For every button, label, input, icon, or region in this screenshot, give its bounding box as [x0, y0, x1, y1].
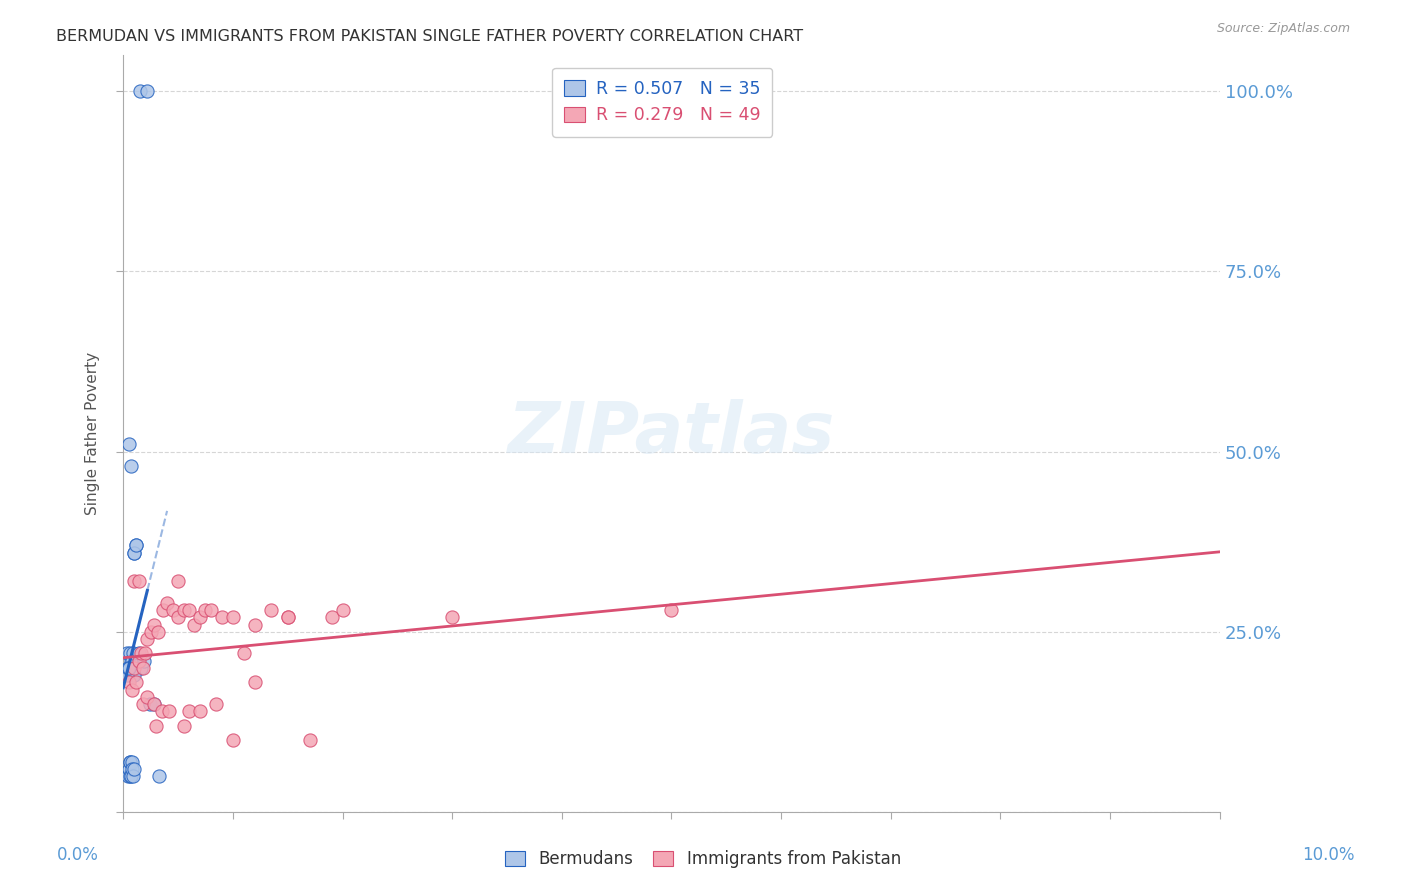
Text: Source: ZipAtlas.com: Source: ZipAtlas.com	[1216, 22, 1350, 36]
Point	[115, 647, 138, 661]
Point	[118, 755, 141, 769]
Point	[118, 675, 141, 690]
Point	[260, 603, 283, 617]
Point	[115, 668, 138, 682]
Point	[134, 647, 156, 661]
Text: BERMUDAN VS IMMIGRANTS FROM PAKISTAN SINGLE FATHER POVERTY CORRELATION CHART: BERMUDAN VS IMMIGRANTS FROM PAKISTAN SIN…	[56, 29, 803, 45]
Point	[136, 84, 159, 98]
Point	[122, 545, 145, 559]
Point	[661, 603, 683, 617]
Point	[194, 603, 217, 617]
Point	[277, 610, 299, 624]
Point	[118, 755, 141, 769]
Point	[129, 647, 152, 661]
Point	[243, 675, 266, 690]
Point	[277, 610, 299, 624]
Point	[128, 84, 150, 98]
Point	[128, 654, 150, 668]
Point	[122, 574, 145, 589]
Point	[145, 718, 167, 732]
Point	[128, 574, 150, 589]
Point	[122, 545, 145, 559]
Point	[142, 697, 165, 711]
Point	[136, 632, 159, 646]
Point	[142, 697, 165, 711]
Point	[125, 675, 148, 690]
Point	[188, 704, 211, 718]
Point	[121, 762, 143, 776]
Point	[118, 437, 141, 451]
Point	[200, 603, 222, 617]
Point	[188, 610, 211, 624]
Point	[122, 762, 145, 776]
Point	[332, 603, 354, 617]
Point	[120, 769, 142, 783]
Point	[132, 697, 155, 711]
Text: 10.0%: 10.0%	[1302, 846, 1355, 863]
Point	[138, 697, 160, 711]
Point	[118, 647, 141, 661]
Point	[136, 690, 159, 704]
Point	[152, 603, 174, 617]
Point	[142, 617, 165, 632]
Point	[167, 610, 190, 624]
Point	[173, 718, 195, 732]
Point	[121, 682, 143, 697]
Point	[117, 661, 139, 675]
Legend: R = 0.507   N = 35, R = 0.279   N = 49: R = 0.507 N = 35, R = 0.279 N = 49	[553, 68, 772, 136]
Point	[125, 538, 148, 552]
Point	[120, 654, 142, 668]
Point	[122, 668, 145, 682]
Point	[148, 624, 170, 639]
Point	[321, 610, 343, 624]
Point	[125, 538, 148, 552]
Point	[156, 596, 179, 610]
Point	[205, 697, 228, 711]
Point	[243, 617, 266, 632]
Point	[129, 661, 152, 675]
Point	[298, 733, 321, 747]
Point	[211, 610, 233, 624]
Point	[121, 755, 143, 769]
Point	[122, 668, 145, 682]
Point	[162, 603, 184, 617]
Point	[117, 661, 139, 675]
Point	[222, 610, 245, 624]
Text: ZIPatlas: ZIPatlas	[508, 399, 835, 468]
Point	[441, 610, 464, 624]
Point	[232, 647, 254, 661]
Point	[157, 704, 180, 718]
Point	[139, 624, 162, 639]
Text: 0.0%: 0.0%	[56, 846, 98, 863]
Point	[150, 704, 173, 718]
Point	[132, 654, 155, 668]
Point	[118, 661, 141, 675]
Point	[122, 661, 145, 675]
Point	[128, 647, 150, 661]
Point	[122, 647, 145, 661]
Point	[183, 617, 205, 632]
Point	[118, 762, 141, 776]
Point	[120, 458, 142, 473]
Point	[222, 733, 245, 747]
Point	[177, 704, 200, 718]
Point	[148, 769, 170, 783]
Point	[177, 603, 200, 617]
Point	[121, 654, 143, 668]
Point	[167, 574, 190, 589]
Point	[117, 769, 139, 783]
Point	[122, 769, 145, 783]
Y-axis label: Single Father Poverty: Single Father Poverty	[86, 352, 100, 516]
Point	[118, 769, 141, 783]
Point	[132, 661, 155, 675]
Legend: Bermudans, Immigrants from Pakistan: Bermudans, Immigrants from Pakistan	[496, 842, 910, 877]
Point	[173, 603, 195, 617]
